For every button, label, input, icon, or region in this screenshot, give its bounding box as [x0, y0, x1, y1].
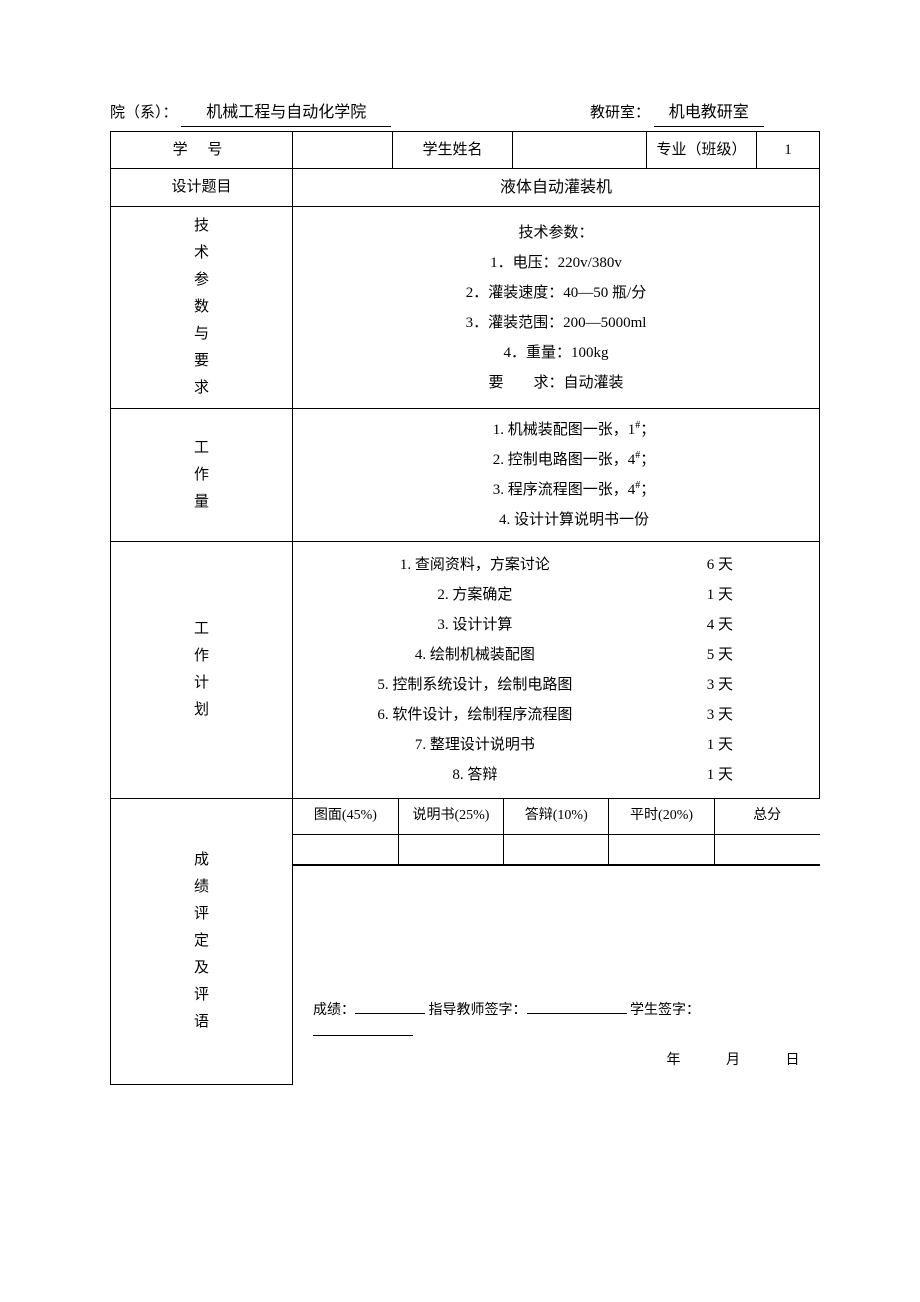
wl-item-1: 2. 控制电路图一张，4#； [335, 445, 813, 475]
grading-wrap: 图面(45%) 说明书(25%) 答辩(10%) 平时(20%) 总分 [293, 799, 820, 1085]
gv3 [609, 834, 714, 864]
pl-t4: 5. 控制系统设计，绘制电路图 [323, 670, 627, 700]
wl0e: ； [640, 422, 655, 438]
grade-table: 图面(45%) 说明书(25%) 答辩(10%) 平时(20%) 总分 [293, 799, 819, 1084]
pl-d7: 1 天 [627, 760, 813, 790]
tp-req-label: 要 求： [488, 375, 563, 391]
student-sign-label: 学生签字： [630, 1003, 700, 1018]
plan-content: 1. 查阅资料，方案讨论 2. 方案确定 3. 设计计算 4. 绘制机械装配图 … [293, 542, 820, 799]
gv2 [504, 834, 609, 864]
pl-d5: 3 天 [627, 700, 813, 730]
wl2e: ； [640, 482, 655, 498]
workload-label: 工作量 [111, 409, 293, 542]
wl-item-0: 1. 机械装配图一张，1#； [335, 415, 813, 445]
pl-d3: 5 天 [627, 640, 813, 670]
grade-header-row: 图面(45%) 说明书(25%) 答辩(10%) 平时(20%) 总分 [293, 799, 819, 834]
pl-t6: 7. 整理设计说明书 [323, 730, 627, 760]
plan-days: 6 天 1 天 4 天 5 天 3 天 3 天 1 天 1 天 [627, 550, 813, 790]
plan-tasks: 1. 查阅资料，方案讨论 2. 方案确定 3. 设计计算 4. 绘制机械装配图 … [323, 550, 627, 790]
tp-item-3: 4．重量：100kg [299, 338, 813, 368]
pl-d4: 3 天 [627, 670, 813, 700]
wl1e: ； [640, 452, 655, 468]
gh2: 答辩(10%) [504, 799, 609, 834]
student-name-value [513, 131, 647, 168]
tp-heading: 技术参数： [299, 218, 813, 248]
tp-req-value: 自动灌装 [564, 375, 624, 391]
grading-label: 成绩评定及评语 [111, 799, 293, 1085]
dept-value: 机械工程与自动化学院 [181, 100, 391, 127]
pl-t3: 4. 绘制机械装配图 [323, 640, 627, 670]
student-no-label: 学 号 [111, 131, 293, 168]
pl-t2: 3. 设计计算 [323, 610, 627, 640]
pl-t1: 2. 方案确定 [323, 580, 627, 610]
wl1t: 2. 控制电路图一张，4 [493, 452, 636, 468]
date-month: 月 [726, 1053, 740, 1068]
gv4 [714, 834, 819, 864]
office-value: 机电教研室 [654, 100, 764, 127]
sign-area: 成绩： 指导教师签字： 学生签字： 年 月 日 [293, 865, 819, 1085]
header-row: 院（系）： 机械工程与自动化学院 教研室： 机电教研室 [110, 100, 820, 127]
office-label: 教研室： [590, 105, 650, 121]
design-title-row: 设计题目 液体自动灌装机 [111, 168, 820, 207]
main-table: 学 号 学生姓名 专业（班级） 1 设计题目 液体自动灌装机 技术参数与要求 技… [110, 131, 820, 1085]
plan-label: 工作计划 [111, 542, 293, 799]
design-title-label: 设计题目 [111, 168, 293, 207]
header-left: 院（系）： 机械工程与自动化学院 [110, 100, 590, 127]
tp-req: 要 求：自动灌装 [299, 368, 813, 398]
tech-params-label: 技术参数与要求 [111, 207, 293, 409]
grade-value-row [293, 834, 819, 864]
date-line: 年 月 日 [625, 1050, 800, 1072]
wl-item-2: 3. 程序流程图一张，4#； [335, 475, 813, 505]
student-no-value [293, 131, 393, 168]
plan-list: 1. 查阅资料，方案讨论 2. 方案确定 3. 设计计算 4. 绘制机械装配图 … [323, 550, 813, 790]
design-title-value: 液体自动灌装机 [293, 168, 820, 207]
teacher-sign-label: 指导教师签字： [429, 1003, 527, 1018]
workload-row: 工作量 1. 机械装配图一张，1#； 2. 控制电路图一张，4#； 3. 程序流… [111, 409, 820, 542]
major-value: 1 [757, 131, 820, 168]
pl-t0: 1. 查阅资料，方案讨论 [323, 550, 627, 580]
teacher-sign-blank [527, 1000, 627, 1014]
header-right: 教研室： 机电教研室 [590, 100, 820, 127]
wl3t: 4. 设计计算说明书一份 [499, 512, 649, 528]
date-day: 日 [786, 1053, 800, 1068]
student-info-row: 学 号 学生姓名 专业（班级） 1 [111, 131, 820, 168]
gh1: 说明书(25%) [398, 799, 503, 834]
grade-sign-row: 成绩： 指导教师签字： 学生签字： 年 月 日 [293, 864, 819, 1085]
score-blank [355, 1000, 425, 1014]
wl0t: 1. 机械装配图一张，1 [493, 422, 636, 438]
gv0 [293, 834, 398, 864]
pl-t7: 8. 答辩 [323, 760, 627, 790]
gh4: 总分 [714, 799, 819, 834]
student-sign-blank [313, 1022, 413, 1036]
pl-d0: 6 天 [627, 550, 813, 580]
score-label: 成绩： [313, 1003, 355, 1018]
tp-item-0: 1．电压：220v/380v [299, 248, 813, 278]
tp-item-1: 2．灌装速度：40—50 瓶/分 [299, 278, 813, 308]
plan-row: 工作计划 1. 查阅资料，方案讨论 2. 方案确定 3. 设计计算 4. 绘制机… [111, 542, 820, 799]
tp-item-2: 3．灌装范围：200—5000ml [299, 308, 813, 338]
workload-content: 1. 机械装配图一张，1#； 2. 控制电路图一张，4#； 3. 程序流程图一张… [293, 409, 820, 542]
sign-line: 成绩： 指导教师签字： 学生签字： [313, 1000, 799, 1045]
student-name-label: 学生姓名 [393, 131, 513, 168]
wl2t: 3. 程序流程图一张，4 [493, 482, 636, 498]
pl-d2: 4 天 [627, 610, 813, 640]
gh0: 图面(45%) [293, 799, 398, 834]
gv1 [398, 834, 503, 864]
date-year: 年 [667, 1053, 681, 1068]
major-label: 专业（班级） [647, 131, 757, 168]
pl-d6: 1 天 [627, 730, 813, 760]
tech-params-row: 技术参数与要求 技术参数： 1．电压：220v/380v 2．灌装速度：40—5… [111, 207, 820, 409]
pl-d1: 1 天 [627, 580, 813, 610]
pl-t5: 6. 软件设计，绘制程序流程图 [323, 700, 627, 730]
dept-label: 院（系）： [110, 105, 178, 121]
tech-params-content: 技术参数： 1．电压：220v/380v 2．灌装速度：40—50 瓶/分 3．… [293, 207, 820, 409]
wl-item-3: 4. 设计计算说明书一份 [335, 505, 813, 535]
grading-row: 成绩评定及评语 图面(45%) 说明书(25%) 答辩(10%) 平时(20%)… [111, 799, 820, 1085]
gh3: 平时(20%) [609, 799, 714, 834]
